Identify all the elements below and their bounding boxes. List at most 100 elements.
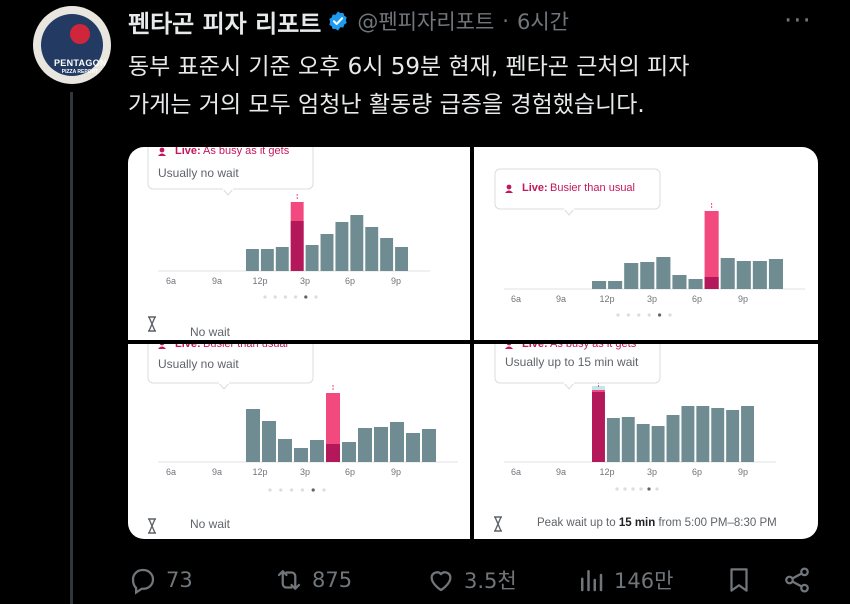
hourglass-icon — [494, 516, 502, 532]
busyness-panel-1[interactable]: 6a 9a 12p 3p 6p 9p Live: As busy as it gets Usua… — [128, 147, 470, 340]
avatar[interactable]: PENTAGON PIZZA REPORT — [33, 6, 111, 84]
bookmark-icon — [730, 568, 748, 592]
wait-time-text: No wait — [190, 325, 231, 339]
x-tick-label: 3p — [647, 467, 657, 477]
busyness-panel-3[interactable]: 6a 9a 12p 3p 6p 9p Live: Busier than usual Usual… — [128, 344, 470, 539]
tooltip-bubble — [494, 168, 661, 210]
pentagon-logo: PENTAGON PIZZA REPORT — [41, 14, 106, 76]
peak-value: 15 min — [619, 517, 655, 529]
more-dots-icon[interactable]: ··· — [784, 6, 812, 36]
logo-subtext: PIZZA REPORT — [61, 69, 99, 75]
tooltip-bubble — [147, 344, 314, 384]
views-count: 146만 — [614, 569, 674, 593]
pager-dot — [647, 313, 651, 317]
post-header: 펜타곤 피자 리포트 @펜피자리포트 · 6시간 — [128, 4, 569, 38]
display-name[interactable]: 펜타곤 피자 리포트 — [128, 9, 322, 38]
pager-dot — [623, 487, 627, 491]
hour-bar — [262, 421, 276, 462]
people-icon — [506, 344, 512, 346]
pager-dot — [655, 487, 659, 491]
pager-dot — [626, 313, 630, 317]
hour-bar — [358, 428, 372, 462]
handle[interactable]: @펜피자리포트 — [357, 10, 495, 34]
pager-dot — [639, 487, 643, 491]
hour-bar — [656, 257, 671, 289]
live-label: Live: — [522, 344, 548, 350]
people-icon-body — [158, 346, 166, 349]
people-icon — [159, 344, 165, 346]
live-status: Busier than usual — [550, 182, 635, 194]
people-icon — [159, 147, 165, 153]
x-tick-label: 6a — [511, 467, 521, 477]
live-label: Live: — [522, 182, 548, 194]
like-button[interactable]: 3.5천 — [426, 560, 517, 600]
hour-bar — [688, 279, 703, 289]
x-tick-label: 3p — [647, 294, 657, 304]
post-text-line: 동부 표준시 기준 오후 6시 59분 현재, 펜타곤 근처의 피자 — [128, 54, 690, 80]
busyness-panel-4[interactable]: 6a 9a 12p 3p 6p 9p Live: As busy as it gets Usua… — [474, 344, 818, 539]
hour-bar — [696, 406, 710, 462]
x-tick-label: 6p — [345, 276, 355, 286]
pager-dot — [615, 487, 619, 491]
hour-bar — [711, 408, 725, 462]
pager-dot — [283, 295, 287, 299]
verified-badge-icon — [329, 11, 348, 31]
separator-dot: · — [502, 9, 509, 33]
hour-bar — [260, 249, 274, 271]
busyness-panel-2[interactable]: 6a 9a 12p 3p 6p 9p Live: Busier than usual — [474, 147, 818, 340]
hour-bar — [624, 263, 639, 289]
x-tick-label: 6p — [692, 294, 702, 304]
live-label: Live: — [175, 344, 201, 350]
repost-button[interactable]: 875 — [274, 560, 352, 600]
peak-suffix: from 5:00 PM–8:30 PM — [655, 517, 776, 529]
pager-dot — [290, 488, 294, 492]
post-text-line: 가게는 거의 모두 엄청난 활동량 급증을 경험했습니다. — [128, 92, 645, 118]
pager-dot — [322, 488, 326, 492]
x-tick-label: 12p — [252, 467, 267, 477]
x-tick-label: 9p — [738, 467, 748, 477]
logo-pizza-emblem — [70, 24, 90, 44]
pager-dot — [294, 295, 298, 299]
pager-dot — [658, 313, 662, 317]
tooltip-arrow — [222, 188, 234, 196]
people-icon-body — [505, 190, 513, 193]
people-icon-body — [158, 153, 166, 156]
busyness-chart: 6a 9a 12p 3p 6p 9p Live: As busy as it gets Usua… — [147, 147, 430, 339]
post-text: 동부 표준시 기준 오후 6시 59분 현재, 펜타곤 근처의 피자 가게는 거… — [128, 48, 818, 124]
x-tick-label: 9a — [212, 467, 222, 477]
reply-button[interactable]: 73 — [128, 560, 193, 600]
share-button[interactable] — [782, 560, 820, 600]
pager-dot — [273, 295, 277, 299]
pager-dot — [304, 295, 308, 299]
x-tick-label: 9a — [556, 467, 566, 477]
hour-bar — [406, 433, 420, 462]
reply-icon — [131, 568, 155, 595]
pager-dot — [300, 488, 304, 492]
bookmark-button[interactable] — [724, 560, 762, 600]
x-tick-label: 6p — [345, 467, 355, 477]
tooltip-arrow — [563, 382, 575, 390]
thread-line — [70, 92, 73, 604]
hour-bar — [380, 238, 394, 271]
views-button[interactable]: 146만 — [576, 560, 673, 600]
x-tick-label: 9p — [738, 294, 748, 304]
hour-bar — [666, 415, 680, 462]
post-time[interactable]: 6시간 — [516, 10, 569, 34]
pager-dot — [631, 487, 635, 491]
x-tick-label: 9p — [391, 276, 401, 286]
live-status: Busier than usual — [203, 344, 288, 350]
usual-wait-text: Usually up to 15 min wait — [505, 355, 639, 369]
busyness-chart: 6a 9a 12p 3p 6p 9p Live: Busier than usual — [494, 168, 805, 317]
hour-bar — [741, 406, 754, 462]
x-tick-label: 12p — [599, 294, 614, 304]
usual-wait-text: Usually no wait — [158, 357, 239, 371]
live-bar-current — [290, 221, 304, 271]
media-grid[interactable]: 6a 9a 12p 3p 6p 9p Live: As busy as it gets Usua… — [128, 147, 818, 539]
people-icon — [506, 184, 512, 190]
hour-bar — [606, 418, 620, 462]
hour-bar — [672, 275, 687, 289]
hour-bar — [752, 261, 767, 289]
hour-bar — [246, 409, 260, 462]
hour-bar — [365, 227, 379, 271]
x-tick-label: 9p — [391, 467, 401, 477]
